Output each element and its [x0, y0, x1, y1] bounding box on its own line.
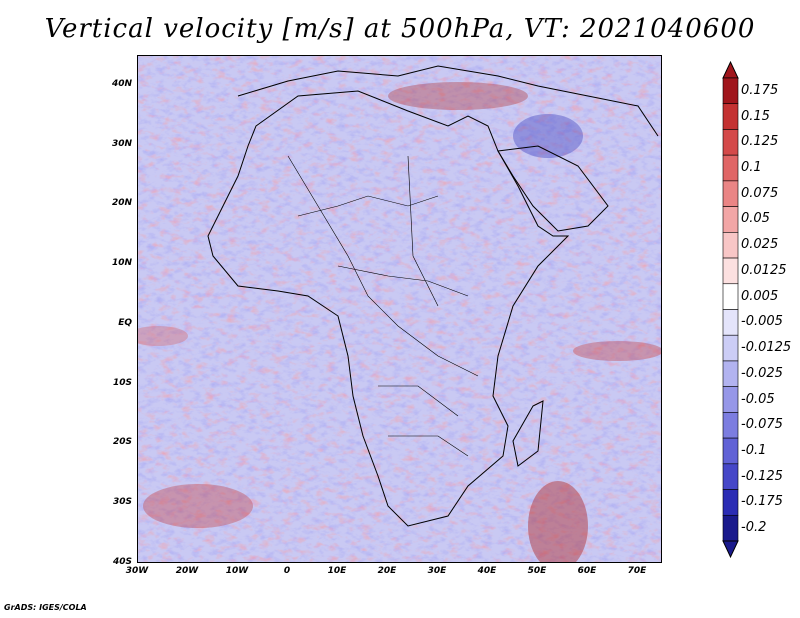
- colorbar-level-label: -0.0125: [741, 340, 792, 356]
- colorbar-level-label: -0.1: [741, 442, 767, 458]
- lat-tick-label: 10N: [111, 258, 132, 269]
- lon-tick-label: 20E: [377, 566, 397, 576]
- colorbar-level-label: 0.1: [741, 160, 762, 176]
- velocity-field: [138, 56, 661, 562]
- colorbar-segment: [722, 463, 739, 490]
- lat-tick-label: 30S: [112, 497, 132, 508]
- colorbar-segment: [722, 283, 739, 310]
- colorbar-segment: [722, 129, 739, 156]
- lon-tick-label: 30W: [125, 566, 149, 576]
- lat-tick-label: EQ: [118, 317, 132, 328]
- colorbar-segment: [722, 514, 739, 542]
- colorbar-segment: [722, 412, 739, 439]
- colorbar-level-label: 0.15: [741, 108, 770, 124]
- lon-tick-label: 20W: [175, 566, 199, 576]
- colorbar-min-arrow: [722, 540, 739, 559]
- lat-tick-label: 40S: [112, 557, 132, 567]
- colorbar-level-label: -0.2: [741, 520, 767, 536]
- colorbar-level-label: -0.175: [741, 494, 783, 510]
- colorbar-segment: [722, 180, 739, 207]
- map-title: Vertical velocity [m/s] at 500hPa, VT: 2…: [44, 14, 756, 44]
- africa-coastline: [207, 90, 570, 527]
- grads-credit: GrADS: IGES/COLA: [4, 603, 87, 612]
- lat-tick-label: 40N: [111, 78, 132, 89]
- colorbar-level-label: -0.025: [741, 365, 783, 381]
- colorbar-level-label: -0.075: [741, 417, 783, 433]
- colorbar-segment: [722, 309, 739, 336]
- lon-tick-label: 70E: [627, 566, 647, 576]
- colorbar-level-label: 0.005: [741, 288, 779, 304]
- velocity-hotspots: [138, 82, 661, 562]
- colorbar-level-label: -0.05: [741, 391, 775, 407]
- field-texture: [138, 56, 661, 562]
- arabia-coastline: [497, 145, 609, 232]
- lon-tick-label: 50E: [527, 566, 547, 576]
- colorbar-segment: [722, 206, 739, 233]
- colorbar-segment: [722, 386, 739, 413]
- colorbar-segment: [722, 103, 739, 130]
- europe-coastline: [237, 65, 659, 137]
- lon-tick-label: 60E: [577, 566, 597, 576]
- colorbar-level-label: 0.125: [741, 134, 779, 150]
- colorbar-segment: [722, 489, 739, 516]
- colorbar-segment: [722, 154, 739, 182]
- velocity-map: [137, 55, 662, 563]
- country-borders: [287, 155, 479, 457]
- colorbar-segment: [722, 437, 739, 465]
- colorbar-level-label: 0.075: [741, 185, 779, 201]
- colorbar-level-label: -0.005: [741, 314, 783, 330]
- colorbar-level-label: 0.175: [741, 82, 779, 98]
- colorbar-segment: [722, 77, 739, 105]
- colorbar-level-label: 0.05: [741, 211, 770, 227]
- lat-tick-label: 20N: [111, 198, 132, 209]
- colorbar-segment: [722, 232, 739, 259]
- colorbar-level-label: 0.0125: [741, 262, 787, 278]
- lat-tick-label: 30N: [111, 138, 132, 149]
- lat-tick-label: 10S: [112, 377, 132, 388]
- lon-tick-label: 0: [283, 566, 291, 576]
- colorbar-level-label: -0.125: [741, 468, 783, 484]
- lon-tick-label: 30E: [427, 566, 447, 576]
- colorbar-level-label: 0.025: [741, 237, 779, 253]
- lon-tick-label: 10W: [225, 566, 249, 576]
- lon-tick-label: 10E: [327, 566, 347, 576]
- lon-tick-label: 40E: [477, 566, 497, 576]
- colorbar-segment: [722, 257, 739, 285]
- madagascar-coastline: [512, 400, 544, 467]
- lat-tick-label: 20S: [112, 437, 132, 448]
- colorbar-max-arrow: [722, 60, 739, 79]
- colorbar-segment: [722, 360, 739, 387]
- colorbar-segment: [722, 334, 739, 362]
- coastline-outline: [207, 65, 659, 527]
